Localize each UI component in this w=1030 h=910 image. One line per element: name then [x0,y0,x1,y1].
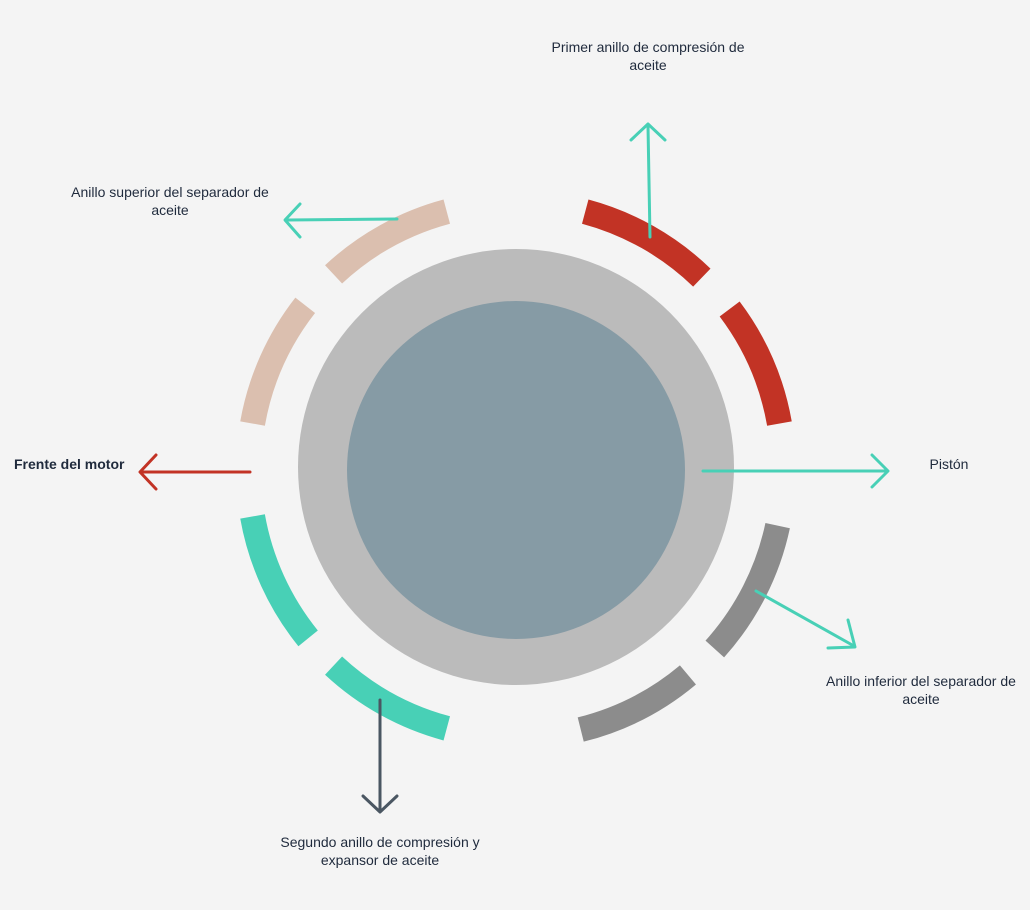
arrow-left-icon [283,202,302,239]
arrow-piston [701,453,890,489]
ring-segment-second-compression-a [325,656,450,741]
ring-segment-upper-separator-a [240,297,316,426]
arrow-first-compression [629,122,667,239]
ring-upper-separator [240,199,450,426]
label-piston: Pistón [929,456,969,472]
arrow-down-right-icon [826,618,857,650]
arrow-upper-separator-shaft [286,217,399,222]
label-second-compression-ring: Segundo anillo de compresión y expansor … [280,834,480,868]
ring-segment-lower-separator-a [705,523,790,658]
arrow-lower-separator-shaft [754,589,856,648]
arrow-left-icon [138,453,158,491]
piston-inner-circle [347,301,685,639]
ring-segment-first-compression-b [719,301,792,426]
arrow-engine-front [138,453,252,491]
ring-segment-first-compression-a [582,199,711,287]
arrow-lower-separator [754,589,857,650]
ring-first-compression [582,199,792,426]
arrow-first-compression-shaft [646,124,652,239]
ring-segment-upper-separator-b [325,199,450,284]
arrow-upper-separator [283,202,399,239]
ring-lower-separator [577,523,790,742]
label-upper-separator-ring: Anillo superior del separador de aceite [71,184,269,218]
arrow-down-icon [361,794,399,814]
ring-second-compression [240,514,450,741]
label-engine-front: Frente del motor [14,456,125,472]
ring-segment-lower-separator-b [577,665,696,742]
ring-segment-second-compression-b [240,514,318,647]
label-lower-separator-ring: Anillo inferior del separador de aceite [826,673,1016,707]
label-first-compression-ring: Primer anillo de compresión de aceite [551,39,745,73]
arrow-up-icon [629,122,667,142]
arrow-right-icon [870,453,890,489]
arrow-second-compression [361,698,399,814]
